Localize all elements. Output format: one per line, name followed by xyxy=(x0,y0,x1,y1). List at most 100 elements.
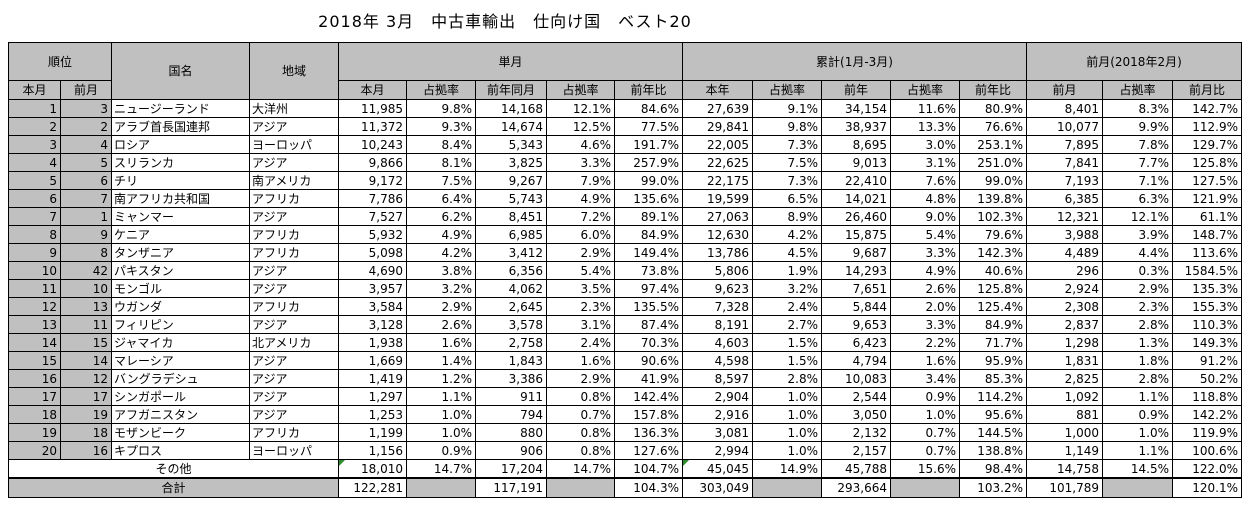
value-cell-clys: 0.7% xyxy=(890,441,960,460)
value-cell-ms: 9.8% xyxy=(406,99,476,118)
value-cell-yoy: 99.0% xyxy=(614,171,683,190)
value-cell-c: 9,623 xyxy=(682,279,753,298)
export-ranking-table: 順位 国名 地域 単月 累計(1月-3月) 前月(2018年2月) 本月 前月 本月… xyxy=(8,42,1242,498)
c-this-header: 本年 xyxy=(682,80,753,100)
region-cell: アジア xyxy=(249,405,339,424)
value-cell-pm: 1,149 xyxy=(1026,441,1103,460)
value-cell-c: 5,806 xyxy=(682,261,753,280)
value-cell-cly: 4,794 xyxy=(821,351,891,370)
value-cell-mom: 142.7% xyxy=(1172,99,1242,118)
value-cell-c: 27,063 xyxy=(682,207,753,226)
value-cell-yoy: 127.6% xyxy=(614,441,683,460)
value-cell-mom: 91.2% xyxy=(1172,351,1242,370)
value-cell-clys: 4.9% xyxy=(890,261,960,280)
value-cell-clys: 2.6% xyxy=(890,279,960,298)
value-cell-clys: 3.4% xyxy=(890,369,960,388)
value-cell-ms: 1.0% xyxy=(406,423,476,442)
value-cell-ms: 9.3% xyxy=(406,117,476,136)
value-cell-yoy: 90.6% xyxy=(614,351,683,370)
total-cell-cs xyxy=(752,477,822,498)
country-cell: フィリピン xyxy=(111,315,250,334)
country-cell: モザンビーク xyxy=(111,423,250,442)
value-cell-pms: 2.8% xyxy=(1102,315,1173,334)
value-cell-lys: 3.1% xyxy=(546,315,615,334)
value-cell-m: 11,985 xyxy=(338,99,407,118)
value-cell-ms: 8.4% xyxy=(406,135,476,154)
rank-this-cell: 7 xyxy=(8,207,61,226)
p-mom-header: 前月比 xyxy=(1172,80,1242,100)
value-cell-m: 4,690 xyxy=(338,261,407,280)
rank-prev-cell: 12 xyxy=(60,369,112,388)
country-cell: キプロス xyxy=(111,441,250,460)
table-row: 11 10 モンゴル アジア 3,957 3.2% 4,062 3.5% 97.4% 9,623 3… xyxy=(8,279,1242,298)
value-cell-pm: 8,401 xyxy=(1026,99,1103,118)
rank-this-cell: 15 xyxy=(8,351,61,370)
region-cell: アジア xyxy=(249,207,339,226)
value-cell-pm: 6,385 xyxy=(1026,189,1103,208)
value-cell-pms: 12.1% xyxy=(1102,207,1173,226)
value-cell-c: 3,081 xyxy=(682,423,753,442)
value-cell-m: 3,957 xyxy=(338,279,407,298)
value-cell-clys: 1.6% xyxy=(890,351,960,370)
value-cell-pms: 9.9% xyxy=(1102,117,1173,136)
rank-prev-cell: 19 xyxy=(60,405,112,424)
value-cell-ly: 9,267 xyxy=(475,171,547,190)
value-cell-ly: 911 xyxy=(475,387,547,406)
cumulative-header: 累計(1月-3月) xyxy=(682,42,1027,81)
value-cell-pm: 1,000 xyxy=(1026,423,1103,442)
value-cell-lys: 12.5% xyxy=(546,117,615,136)
value-cell-lys: 6.0% xyxy=(546,225,615,244)
country-cell: スリランカ xyxy=(111,153,250,172)
value-cell-clys: 13.3% xyxy=(890,117,960,136)
value-cell-ms: 8.1% xyxy=(406,153,476,172)
others-cell-m: 18,010 xyxy=(338,459,407,479)
value-cell-lys: 2.4% xyxy=(546,333,615,352)
value-cell-c: 29,841 xyxy=(682,117,753,136)
value-cell-pms: 1.3% xyxy=(1102,333,1173,352)
p-prev-header: 前月 xyxy=(1026,80,1103,100)
value-cell-cs: 9.8% xyxy=(752,117,822,136)
value-cell-cs: 4.5% xyxy=(752,243,822,262)
country-cell: パキスタン xyxy=(111,261,250,280)
country-cell: ロシア xyxy=(111,135,250,154)
others-label: その他 xyxy=(8,459,339,479)
value-cell-yoy: 73.8% xyxy=(614,261,683,280)
value-cell-lys: 0.8% xyxy=(546,441,615,460)
value-cell-pm: 881 xyxy=(1026,405,1103,424)
value-cell-mom: 113.6% xyxy=(1172,243,1242,262)
value-cell-cs: 6.5% xyxy=(752,189,822,208)
value-cell-m: 1,938 xyxy=(338,333,407,352)
value-cell-cs: 1.5% xyxy=(752,351,822,370)
total-cell-cly: 293,664 xyxy=(821,477,891,498)
country-cell: アラブ首長国連邦 xyxy=(111,117,250,136)
value-cell-mom: 155.3% xyxy=(1172,297,1242,316)
value-cell-cly: 8,695 xyxy=(821,135,891,154)
value-cell-m: 10,243 xyxy=(338,135,407,154)
rank-header: 順位 xyxy=(8,42,112,81)
value-cell-cly: 14,021 xyxy=(821,189,891,208)
value-cell-clys: 9.0% xyxy=(890,207,960,226)
value-cell-cyoy: 125.4% xyxy=(959,297,1027,316)
value-cell-ms: 1.0% xyxy=(406,405,476,424)
total-cell-mom: 120.1% xyxy=(1172,477,1242,498)
value-cell-clys: 5.4% xyxy=(890,225,960,244)
country-cell: アフガニスタン xyxy=(111,405,250,424)
value-cell-clys: 2.0% xyxy=(890,297,960,316)
m-yoy-header: 前年比 xyxy=(614,80,683,100)
rank-prev-cell: 42 xyxy=(60,261,112,280)
value-cell-pm: 10,077 xyxy=(1026,117,1103,136)
others-cell-pms: 14.5% xyxy=(1102,459,1173,479)
rank-this-cell: 17 xyxy=(8,387,61,406)
value-cell-m: 1,419 xyxy=(338,369,407,388)
value-cell-cyoy: 138.8% xyxy=(959,441,1027,460)
value-cell-yoy: 136.3% xyxy=(614,423,683,442)
value-cell-ly: 880 xyxy=(475,423,547,442)
value-cell-lys: 4.9% xyxy=(546,189,615,208)
value-cell-ly: 2,758 xyxy=(475,333,547,352)
value-cell-ly: 5,743 xyxy=(475,189,547,208)
rank-this-cell: 14 xyxy=(8,333,61,352)
value-cell-mom: 142.2% xyxy=(1172,405,1242,424)
value-cell-pm: 2,308 xyxy=(1026,297,1103,316)
value-cell-clys: 0.9% xyxy=(890,387,960,406)
m-ly-share-header: 占拠率 xyxy=(546,80,615,100)
